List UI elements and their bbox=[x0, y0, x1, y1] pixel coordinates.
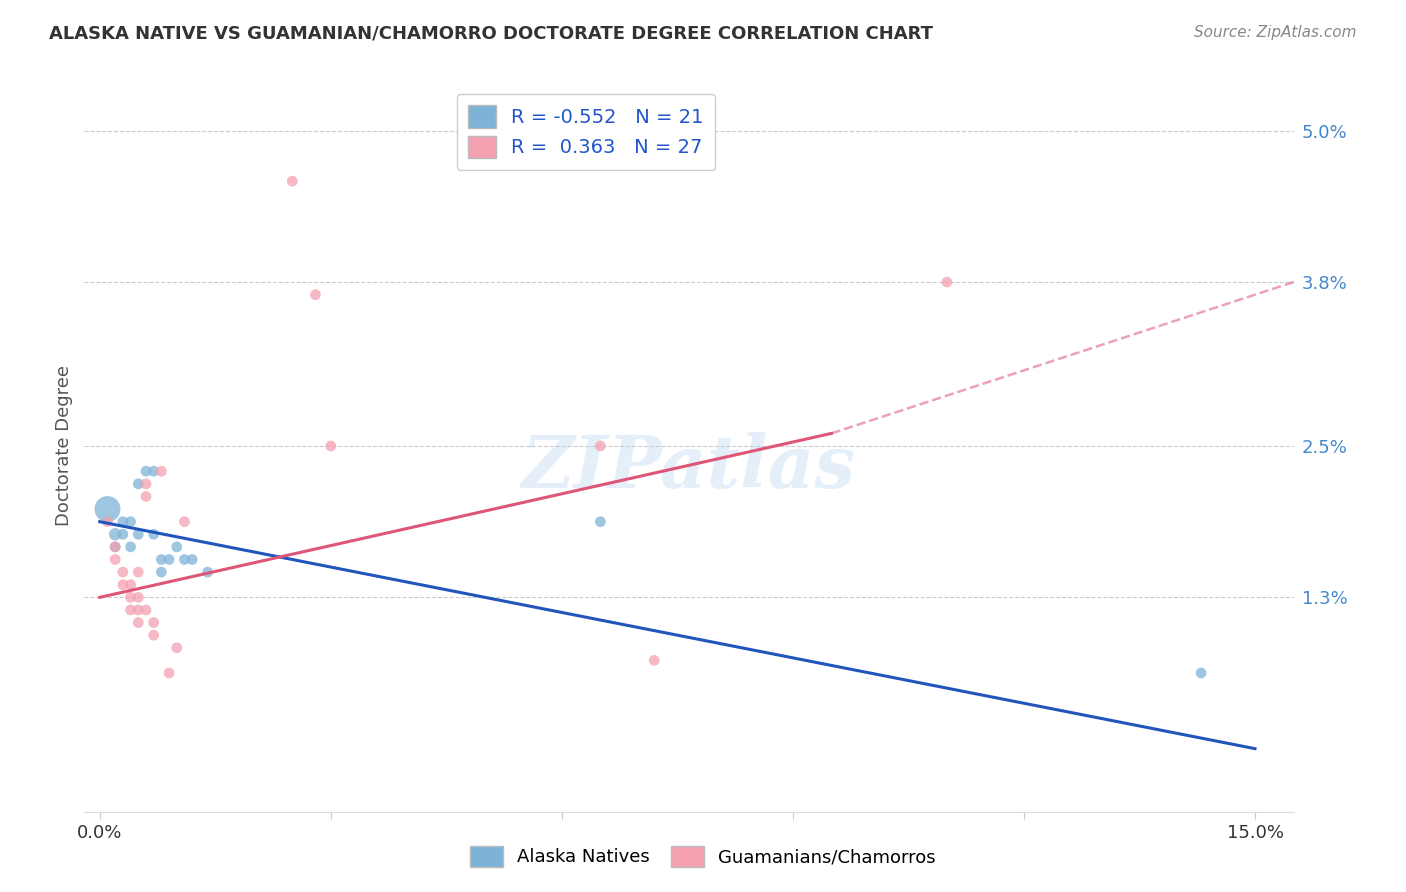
Point bbox=[142, 628, 165, 642]
Point bbox=[142, 615, 165, 630]
Point bbox=[936, 275, 959, 289]
Point bbox=[135, 464, 157, 478]
Point bbox=[120, 515, 142, 529]
Point bbox=[135, 476, 157, 491]
Point bbox=[111, 515, 134, 529]
Point bbox=[135, 490, 157, 504]
Point bbox=[589, 439, 612, 453]
Point bbox=[127, 565, 149, 579]
Point bbox=[104, 527, 127, 541]
Legend: Alaska Natives, Guamanians/Chamorros: Alaska Natives, Guamanians/Chamorros bbox=[463, 838, 943, 874]
Point bbox=[589, 515, 612, 529]
Point bbox=[181, 552, 204, 566]
Point bbox=[111, 527, 134, 541]
Text: ZIPatlas: ZIPatlas bbox=[522, 433, 856, 503]
Legend: R = -0.552   N = 21, R =  0.363   N = 27: R = -0.552 N = 21, R = 0.363 N = 27 bbox=[457, 94, 716, 169]
Point bbox=[127, 476, 149, 491]
Point bbox=[142, 527, 165, 541]
Point bbox=[304, 287, 326, 301]
Point bbox=[150, 552, 173, 566]
Point bbox=[150, 565, 173, 579]
Point bbox=[157, 552, 180, 566]
Point bbox=[166, 540, 188, 554]
Point bbox=[111, 565, 134, 579]
Point bbox=[127, 527, 149, 541]
Point bbox=[96, 502, 118, 516]
Point bbox=[166, 640, 188, 655]
Point bbox=[96, 515, 118, 529]
Point bbox=[111, 578, 134, 592]
Point bbox=[142, 464, 165, 478]
Point bbox=[127, 603, 149, 617]
Point bbox=[173, 552, 195, 566]
Point bbox=[643, 653, 665, 667]
Point bbox=[150, 464, 173, 478]
Text: Source: ZipAtlas.com: Source: ZipAtlas.com bbox=[1194, 25, 1357, 40]
Point bbox=[127, 615, 149, 630]
Point bbox=[281, 174, 304, 188]
Point bbox=[120, 578, 142, 592]
Point bbox=[104, 540, 127, 554]
Y-axis label: Doctorate Degree: Doctorate Degree bbox=[55, 366, 73, 526]
Point bbox=[104, 540, 127, 554]
Point bbox=[120, 591, 142, 605]
Point bbox=[157, 665, 180, 680]
Point bbox=[197, 565, 219, 579]
Point bbox=[120, 540, 142, 554]
Text: ALASKA NATIVE VS GUAMANIAN/CHAMORRO DOCTORATE DEGREE CORRELATION CHART: ALASKA NATIVE VS GUAMANIAN/CHAMORRO DOCT… bbox=[49, 25, 934, 43]
Point bbox=[104, 552, 127, 566]
Point bbox=[1189, 665, 1212, 680]
Point bbox=[135, 603, 157, 617]
Point bbox=[120, 603, 142, 617]
Point bbox=[319, 439, 342, 453]
Point bbox=[173, 515, 195, 529]
Point bbox=[127, 591, 149, 605]
